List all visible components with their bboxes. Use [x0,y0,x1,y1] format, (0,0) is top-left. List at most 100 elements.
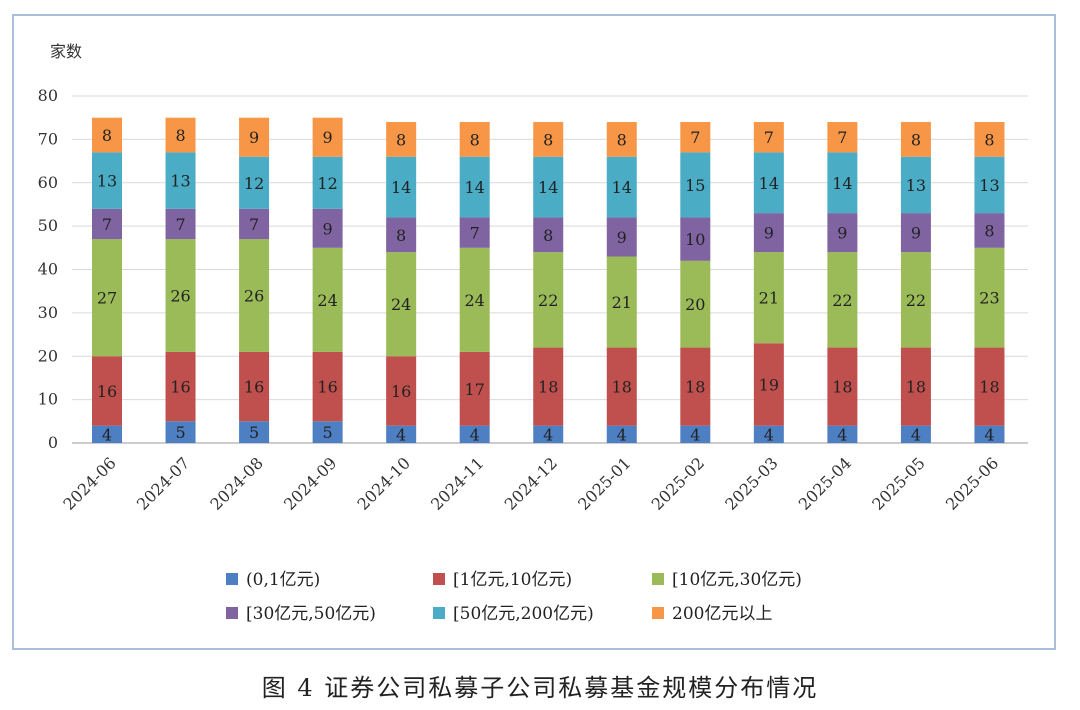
bar-segment [606,217,637,257]
bar-segment [974,213,1005,248]
bar-segment [312,117,343,157]
bar-value-label: 22 [906,291,926,310]
bar-segment [239,351,270,422]
x-tick-label: 2025-05 [868,453,928,513]
legend-label: [10亿元,30亿元) [672,570,802,590]
bar-segment [680,217,711,261]
x-tick-label: 2025-03 [721,453,781,513]
bar-value-label: 8 [396,226,406,245]
bar-segment [753,252,784,344]
bar-value-label: 4 [837,425,847,444]
bar-segment [900,347,931,426]
bar-value-label: 9 [249,128,259,147]
bar-value-label: 4 [543,425,553,444]
bar-value-label: 18 [979,378,999,397]
bar-segment [239,421,270,443]
bar-value-label: 16 [391,382,411,401]
bar-segment [606,425,637,443]
bar-value-label: 16 [170,378,190,397]
x-tick-label: 2024-10 [354,453,414,513]
legend-label: [30亿元,50亿元) [246,604,376,624]
bar-value-label: 5 [175,423,185,442]
bar-segment [312,208,343,248]
figure-caption: 图 4 证券公司私募子公司私募基金规模分布情况 [261,674,819,702]
bar-segment [753,152,784,214]
y-tick-label: 80 [38,86,58,105]
bar-segment [386,356,417,426]
bar-segment [606,347,637,426]
legend-label: [1亿元,10亿元) [453,570,572,590]
legend-swatch [652,607,664,619]
bar-value-label: 4 [984,425,994,444]
bar-value-label: 13 [906,176,926,195]
bar-value-label: 4 [911,425,921,444]
y-tick-label: 50 [38,216,58,235]
bar-segment [753,343,784,426]
bar-value-label: 14 [759,174,779,193]
bar-segment [165,152,196,209]
bar-segment [165,117,196,153]
x-tick-label: 2024-12 [501,453,561,513]
bar-value-label: 18 [832,378,852,397]
bar-value-label: 5 [323,423,333,442]
bar-value-label: 8 [543,226,553,245]
x-tick-label: 2024-07 [133,453,193,513]
bar-value-label: 7 [249,215,259,234]
bar-segment [606,156,637,218]
legend-swatch [433,607,445,619]
bar-segment [239,117,270,157]
bar-segment [606,256,637,348]
bar-value-label: 18 [906,378,926,397]
bar-value-label: 22 [832,291,852,310]
legend-swatch [226,607,238,619]
bar-value-label: 13 [979,176,999,195]
bar-value-label: 8 [617,130,627,149]
bar-value-label: 7 [102,215,112,234]
y-tick-label: 20 [38,346,58,365]
bar-segment [533,217,564,253]
bar-value-label: 9 [323,219,333,238]
bar-value-label: 9 [911,224,921,243]
bar-segment [92,425,122,443]
y-axis-ticks: 0 10 20 30 40 50 60 70 80 [38,86,58,452]
bar-segment [827,347,858,426]
bar-value-label: 8 [543,130,553,149]
bar-value-label: 22 [538,291,558,310]
x-tick-label: 2024-06 [59,453,119,513]
bar-value-label: 9 [323,128,333,147]
bar-segment [459,217,490,248]
bar-value-label: 8 [984,130,994,149]
bar-value-label: 9 [617,228,627,247]
bar-segment [459,122,490,157]
bar-segment [680,347,711,426]
bar-value-label: 4 [396,425,406,444]
bar-value-label: 17 [465,380,485,399]
bar-value-label: 12 [244,174,264,193]
bar-value-label: 21 [612,293,632,312]
bar-segment [386,217,417,253]
bar-value-label: 4 [764,425,774,444]
bar-segment [165,421,196,443]
legend: (0,1亿元) [1亿元,10亿元) [10亿元,30亿元) [30亿元,50亿元) [… [226,570,802,624]
bar-segment [974,156,1005,214]
bar-value-label: 7 [837,128,847,147]
x-tick-label: 2024-09 [280,453,340,513]
bar-value-label: 8 [911,130,921,149]
bar-segment [974,347,1005,426]
bar-segment [974,122,1005,157]
bar-value-label: 24 [465,291,485,310]
bar-segment [459,425,490,443]
bar-segment [92,239,122,357]
bar-segment [386,122,417,157]
bar-value-label: 18 [612,378,632,397]
bar-value-label: 7 [470,224,480,243]
x-tick-label: 2025-06 [942,453,1002,513]
bar-segment [533,347,564,426]
bar-segment [312,156,343,209]
bar-value-label: 23 [979,289,999,308]
bar-value-label: 14 [612,178,632,197]
bar-segment [827,122,858,153]
bar-value-label: 8 [102,126,112,145]
x-tick-label: 2025-04 [795,453,855,513]
bar-value-label: 14 [538,178,558,197]
